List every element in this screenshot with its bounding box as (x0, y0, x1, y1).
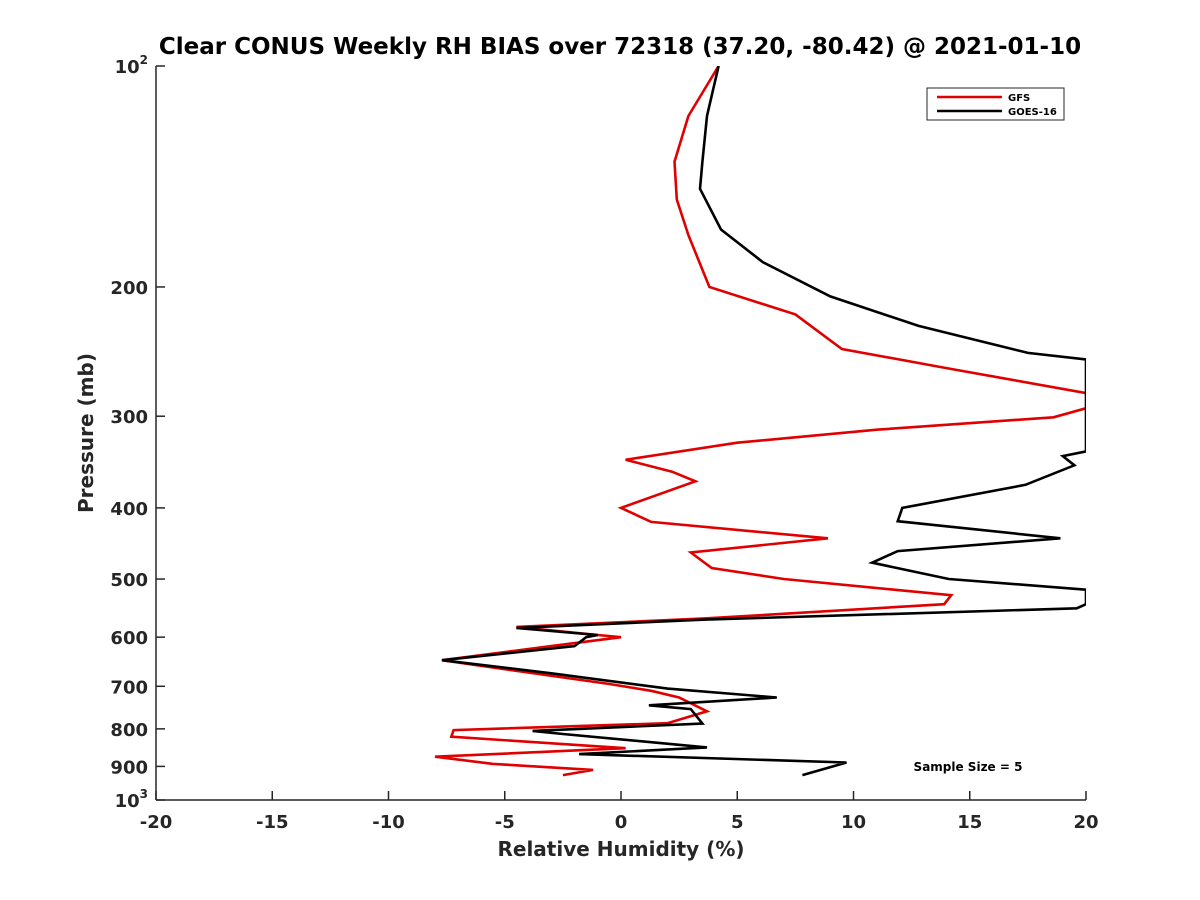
y-tick-label: 102 (115, 53, 148, 78)
y-tick-label: 200 (110, 278, 148, 299)
y-axis-label: Pressure (mb) (74, 353, 98, 513)
legend-label-gfs: GFS (1008, 93, 1030, 104)
y-tick-label: 700 (110, 677, 148, 698)
x-axis-label: Relative Humidity (%) (497, 837, 744, 861)
x-tick-label: 0 (615, 812, 628, 833)
x-tick-label: -5 (495, 812, 515, 833)
x-tick-label: 10 (841, 812, 866, 833)
y-tick-label: 800 (110, 720, 148, 741)
series-layer (434, 66, 1086, 777)
x-ticks: -20 -15 -10 -5 0 5 10 15 20 (140, 791, 1099, 833)
axes (155, 66, 1086, 801)
x-tick-label: -20 (140, 812, 173, 833)
x-tick-label: -10 (372, 812, 405, 833)
legend: GFS GOES-16 (926, 87, 1065, 121)
x-tick-label: -15 (256, 812, 289, 833)
y-tick-label: 600 (110, 628, 148, 649)
y-tick-label: 300 (110, 407, 148, 428)
series-line-goes-16 (441, 66, 1086, 777)
x-tick-label: 20 (1073, 812, 1098, 833)
y-ticks: 102 200 300 400 500 600 700 800 900 103 (110, 53, 165, 812)
chart-title: Clear CONUS Weekly RH BIAS over 72318 (3… (159, 34, 1081, 60)
series-line-gfs (434, 66, 1086, 777)
y-tick-label: 900 (110, 757, 148, 778)
x-tick-label: 5 (731, 812, 744, 833)
legend-box (926, 87, 1065, 121)
sample-size-annotation: Sample Size = 5 (914, 760, 1023, 774)
legend-label-goes-16: GOES-16 (1008, 107, 1057, 118)
y-tick-label: 400 (110, 499, 148, 520)
y-tick-label: 103 (115, 787, 148, 812)
y-tick-label: 500 (110, 570, 148, 591)
x-tick-label: 15 (957, 812, 982, 833)
